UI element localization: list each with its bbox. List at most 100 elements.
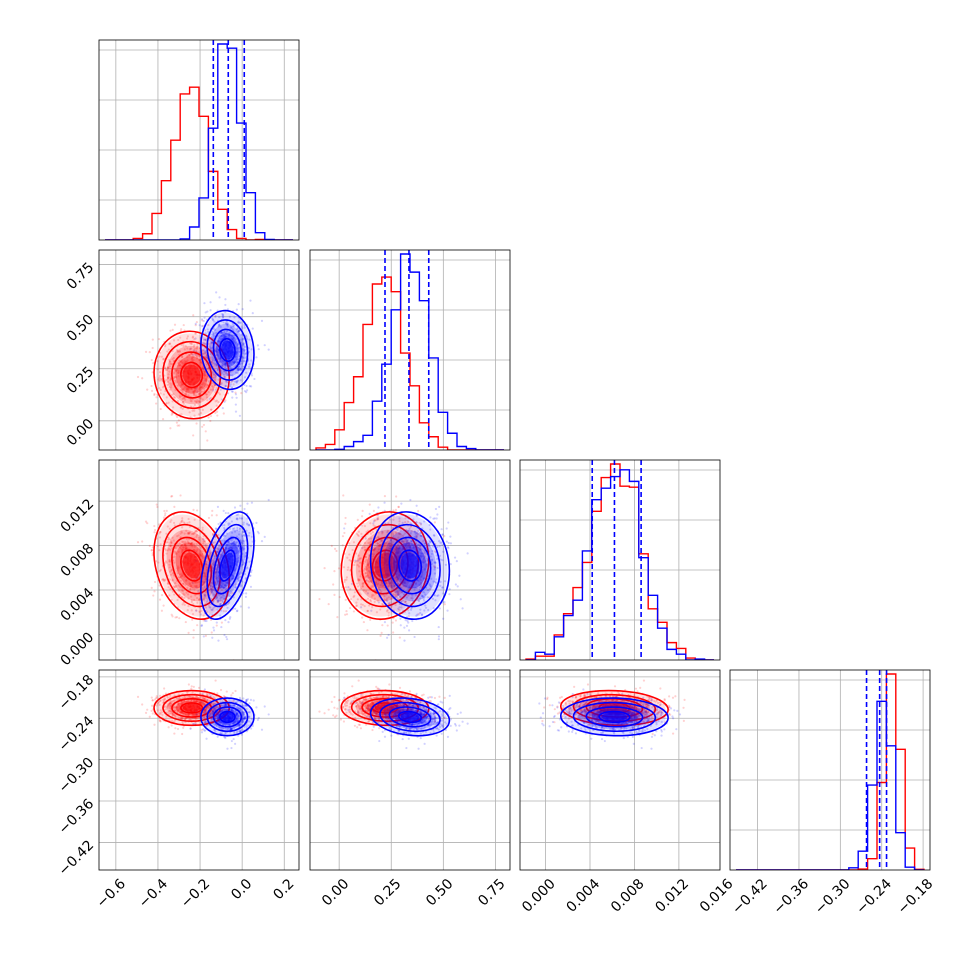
sample-point xyxy=(172,521,176,525)
sample-point xyxy=(217,339,220,343)
sample-point xyxy=(234,545,237,548)
sample-point xyxy=(238,528,241,531)
sample-point xyxy=(216,347,219,351)
sample-point xyxy=(189,352,193,355)
sample-point xyxy=(342,566,346,569)
sample-point xyxy=(204,634,207,637)
sample-point xyxy=(189,587,192,591)
sample-point xyxy=(181,517,184,520)
sample-point xyxy=(215,386,218,389)
sample-point xyxy=(167,348,170,351)
sample-point xyxy=(393,584,396,587)
sample-point xyxy=(395,495,398,498)
sample-point xyxy=(247,347,250,350)
sample-point xyxy=(210,588,213,591)
sample-point xyxy=(224,584,227,587)
sample-point xyxy=(239,368,242,372)
sample-point xyxy=(415,514,418,517)
sample-point xyxy=(233,542,236,545)
sample-point xyxy=(372,509,375,513)
sample-point xyxy=(400,502,403,505)
sample-point xyxy=(183,385,186,389)
sample-point xyxy=(360,532,363,535)
sample-point xyxy=(211,533,215,536)
sample-point xyxy=(206,375,209,378)
sample-point xyxy=(345,578,348,581)
sample-point xyxy=(178,555,182,558)
sample-point xyxy=(207,376,210,379)
sample-point xyxy=(199,549,203,552)
sample-point xyxy=(418,544,422,548)
sample-point xyxy=(405,624,409,627)
sample-point xyxy=(178,542,181,545)
sample-point xyxy=(227,601,231,604)
sample-point xyxy=(242,592,245,595)
sample-point xyxy=(235,610,239,613)
sample-point xyxy=(212,600,215,604)
sample-point xyxy=(183,543,187,546)
sample-point xyxy=(177,369,180,373)
sample-point xyxy=(221,600,224,603)
sample-point xyxy=(201,552,204,556)
sample-point xyxy=(230,545,233,549)
sample-point xyxy=(210,588,213,591)
sample-point xyxy=(180,328,183,331)
sample-point xyxy=(226,543,229,547)
sample-point xyxy=(194,332,197,335)
sample-point xyxy=(244,353,247,356)
sample-point xyxy=(231,390,234,393)
sample-point xyxy=(193,518,196,521)
sample-point xyxy=(191,618,194,621)
sample-point xyxy=(219,357,222,360)
sample-point xyxy=(237,358,240,361)
sample-point xyxy=(241,531,244,534)
sample-point xyxy=(177,584,180,587)
sample-point xyxy=(210,514,214,517)
sample-point xyxy=(207,330,210,334)
sample-point xyxy=(176,399,180,403)
sample-point xyxy=(242,344,245,347)
sample-point xyxy=(244,577,247,580)
sample-point xyxy=(241,539,244,542)
sample-point xyxy=(178,350,181,353)
sample-point xyxy=(242,523,245,526)
sample-point xyxy=(237,549,240,553)
sample-point xyxy=(200,385,203,388)
sample-point xyxy=(234,548,237,551)
sample-point xyxy=(215,571,218,574)
sample-point xyxy=(232,383,235,386)
sample-point xyxy=(193,548,196,552)
sample-point xyxy=(393,585,396,588)
sample-point xyxy=(159,568,162,571)
sample-point xyxy=(407,629,411,632)
sample-point xyxy=(241,547,244,550)
sample-point xyxy=(242,521,245,524)
sample-point xyxy=(151,699,154,702)
sample-point xyxy=(215,350,218,353)
sample-point xyxy=(356,598,359,601)
sample-point xyxy=(214,583,217,587)
sample-point xyxy=(391,541,394,544)
sample-point xyxy=(182,387,186,390)
sample-point xyxy=(170,573,173,576)
sample-point xyxy=(394,593,397,596)
sample-point xyxy=(229,546,232,549)
sample-point xyxy=(443,603,446,606)
sample-point xyxy=(239,368,242,371)
sample-point xyxy=(243,326,246,329)
sample-point xyxy=(388,601,391,605)
sample-point xyxy=(237,551,240,554)
sample-point xyxy=(156,696,159,699)
sample-point xyxy=(235,380,238,384)
sample-point xyxy=(166,380,169,383)
sample-point xyxy=(168,362,171,365)
sample-point xyxy=(215,570,218,573)
sample-point xyxy=(371,531,374,534)
sample-point xyxy=(212,607,215,610)
sample-point xyxy=(412,546,416,549)
sample-point xyxy=(169,520,172,524)
sample-point xyxy=(387,614,390,617)
sample-point xyxy=(204,430,207,433)
sample-point xyxy=(371,548,374,551)
sample-point xyxy=(379,634,382,637)
